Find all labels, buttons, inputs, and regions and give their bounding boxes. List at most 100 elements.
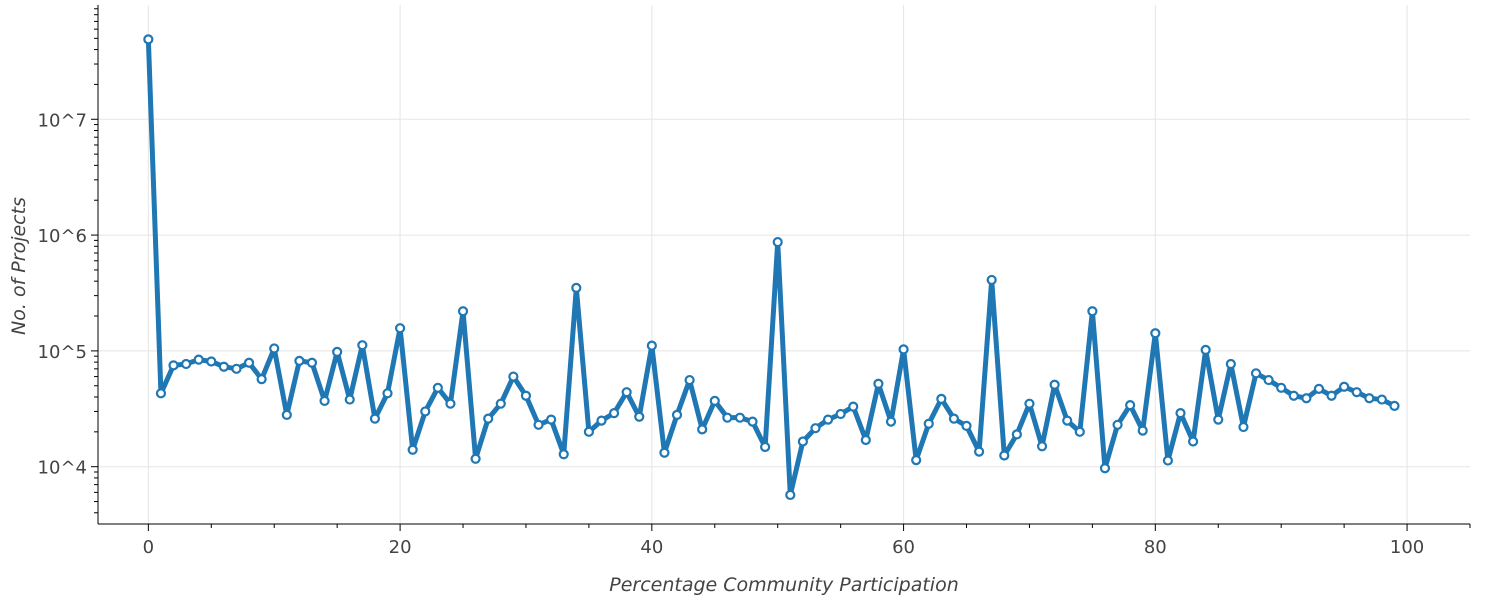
data-point: [911, 455, 922, 466]
data-point: [218, 361, 229, 372]
data-point: [508, 371, 519, 382]
data-point: [873, 378, 884, 389]
data-point: [1137, 425, 1148, 436]
axes: 0 20 40 60 80 100 10^4 10^5 10^6 10^7: [38, 5, 1471, 558]
data-point: [1175, 408, 1186, 419]
data-point: [986, 274, 997, 286]
data-point: [722, 412, 733, 423]
y-tick-label: 10^6: [38, 226, 87, 247]
series-layer: [145, 36, 1397, 498]
x-tick-label: 80: [1144, 537, 1167, 558]
data-point: [495, 398, 506, 409]
x-tick-label: 60: [892, 537, 915, 558]
data-point: [734, 412, 746, 423]
data-point: [634, 411, 645, 422]
data-point: [470, 453, 481, 464]
data-point: [143, 34, 154, 45]
data-point: [269, 343, 280, 354]
data-point: [785, 489, 796, 501]
data-point: [483, 413, 494, 424]
data-point: [747, 416, 758, 427]
data-point: [420, 406, 431, 417]
data-point: [1099, 463, 1111, 474]
data-point: [684, 374, 695, 386]
data-point: [1364, 393, 1375, 404]
data-point: [999, 450, 1010, 461]
data-point: [898, 344, 909, 355]
y-tick-label: 10^5: [38, 342, 87, 363]
data-point: [835, 408, 846, 420]
data-point: [948, 413, 960, 424]
data-point: [583, 426, 595, 437]
data-point: [1389, 400, 1400, 411]
data-point: [760, 441, 771, 453]
data-point: [546, 414, 557, 425]
data-point: [1376, 394, 1387, 405]
data-point: [1087, 306, 1098, 317]
data-point: [671, 409, 683, 421]
data-point: [1162, 455, 1174, 466]
data-point: [1112, 419, 1123, 430]
data-point: [1339, 381, 1350, 392]
data-point: [243, 357, 255, 368]
data-point: [1276, 382, 1287, 393]
data-point: [936, 393, 947, 404]
data-point: [256, 374, 267, 385]
data-point: [1238, 421, 1249, 433]
data-point: [193, 354, 204, 365]
data-point: [810, 423, 821, 434]
data-point: [1024, 398, 1035, 409]
data-point: [1150, 328, 1161, 339]
data-point: [923, 418, 934, 429]
data-point: [533, 419, 544, 430]
grid: [98, 5, 1470, 524]
data-point: [332, 346, 343, 357]
data-point: [1062, 415, 1073, 426]
data-point: [797, 436, 808, 447]
y-axis-title: No. of Projects: [8, 197, 30, 335]
data-point: [294, 355, 305, 366]
data-point: [1326, 390, 1337, 401]
data-point: [1036, 441, 1048, 452]
data-point: [596, 415, 607, 426]
data-point: [646, 340, 657, 351]
data-point: [848, 401, 859, 412]
data-point: [1250, 368, 1262, 379]
data-point: [1351, 387, 1362, 398]
data-point: [231, 363, 242, 374]
data-point: [181, 358, 192, 370]
data-point: [1200, 344, 1211, 355]
data-point: [697, 424, 708, 435]
data-point: [357, 340, 368, 351]
x-axis-title: Percentage Community Participation: [609, 574, 959, 596]
data-point: [621, 387, 632, 398]
x-tick-label: 20: [389, 537, 412, 558]
data-point: [1263, 374, 1274, 386]
data-point: [206, 356, 217, 367]
data-point: [432, 382, 443, 393]
data-point: [1225, 358, 1236, 370]
data-point: [659, 447, 670, 458]
data-point: [1125, 400, 1136, 411]
data-point: [885, 416, 897, 427]
data-point: [772, 236, 783, 248]
data-point: [1049, 379, 1060, 390]
data-point: [1011, 429, 1022, 440]
data-point: [1288, 390, 1299, 401]
x-tick-label: 100: [1390, 537, 1424, 558]
data-point: [520, 390, 532, 401]
data-point: [369, 413, 381, 424]
data-point: [860, 434, 871, 446]
data-point: [571, 282, 582, 293]
x-tick-label: 40: [640, 537, 663, 558]
data-point: [445, 398, 456, 409]
data-point: [1313, 383, 1325, 394]
data-point: [155, 388, 167, 399]
data-point: [344, 394, 355, 405]
data-point: [709, 395, 720, 406]
data-point: [961, 420, 972, 432]
data-point: [973, 446, 985, 457]
x-tick-label: 0: [143, 537, 154, 558]
